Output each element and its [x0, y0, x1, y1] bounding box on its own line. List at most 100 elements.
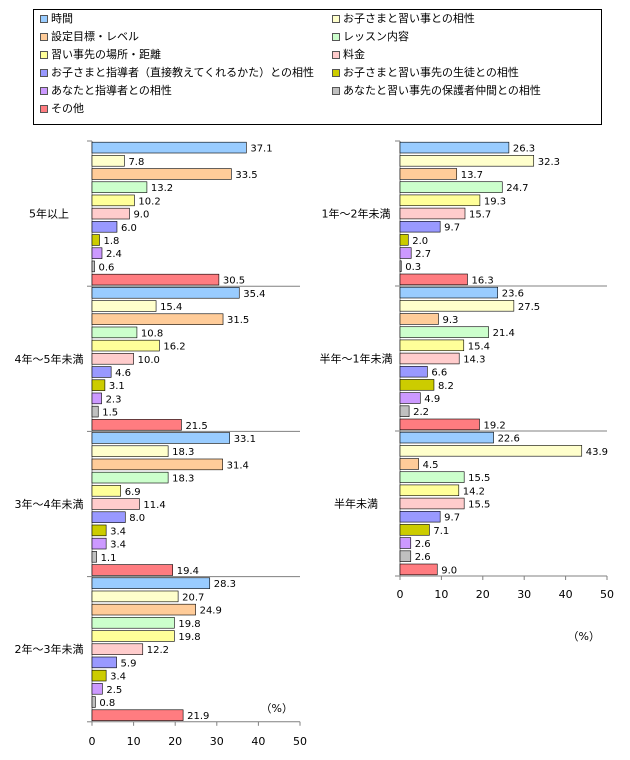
bar — [91, 577, 211, 589]
bar — [399, 497, 465, 510]
bar-value-label: 9.7 — [444, 513, 460, 524]
bar-value-label: 1.1 — [101, 553, 117, 564]
bar-value-label: 3.4 — [110, 540, 126, 551]
legend-label: あなたと習い事先の保護者仲間との相性 — [343, 84, 541, 97]
chart-panel-2: 0 10 20 30 40 50（%）1年～2年未満26.332.313.724.719.… — [320, 140, 614, 643]
bar — [91, 287, 240, 299]
x-tick-label: 30 — [517, 588, 531, 601]
legend-item: お子さまと習い事との相性 — [332, 13, 475, 25]
bar — [91, 419, 182, 431]
legend-label: 料金 — [343, 48, 365, 61]
bar-value-label: 19.8 — [178, 632, 200, 643]
bar-value-label: 9.7 — [444, 223, 460, 234]
bar — [91, 339, 160, 352]
bar-value-label: 26.3 — [513, 144, 535, 155]
bar-value-label: 19.4 — [177, 566, 199, 577]
bar-value-label: 21.4 — [493, 328, 515, 339]
legend-item: 時間 — [40, 13, 73, 25]
bar — [399, 273, 468, 286]
bar — [399, 445, 583, 457]
bar-value-label: 23.6 — [502, 289, 524, 300]
x-tick-label: 40 — [559, 588, 573, 601]
bar-value-label: 13.7 — [461, 170, 483, 181]
bar — [91, 696, 96, 708]
x-tick-label: 30 — [210, 735, 224, 748]
x-tick-label: 0 — [397, 588, 404, 601]
bar — [91, 537, 107, 550]
legend-swatch — [332, 15, 340, 23]
bar-value-label: 31.4 — [227, 460, 249, 471]
bar-value-label: 8.2 — [438, 381, 454, 392]
bar-value-label: 24.7 — [506, 183, 528, 194]
x-tick-label: 50 — [293, 735, 307, 748]
bar — [91, 234, 100, 246]
bar-value-label: 2.3 — [106, 394, 122, 405]
bar — [399, 510, 441, 523]
bar-value-label: 15.5 — [468, 473, 490, 484]
x-tick-label: 20 — [168, 735, 182, 748]
bar — [399, 260, 402, 272]
bar — [399, 168, 458, 180]
unit-label: （%） — [261, 702, 293, 715]
bar — [399, 431, 494, 444]
bar-value-label: 3.4 — [110, 672, 126, 683]
bar-value-label: 9.3 — [443, 315, 459, 326]
bar — [91, 669, 107, 682]
x-tick-label: 20 — [476, 588, 490, 601]
bar — [91, 392, 102, 405]
bar-value-label: 7.8 — [128, 157, 144, 168]
bar — [399, 537, 412, 549]
bar — [399, 207, 466, 220]
bar — [91, 524, 107, 537]
bar — [91, 564, 174, 576]
bar — [399, 141, 510, 154]
bar-value-label: 1.8 — [103, 236, 119, 247]
bar — [91, 630, 175, 642]
bar-value-label: 28.3 — [214, 579, 236, 590]
bar — [91, 603, 196, 616]
legend-label: レッスン内容 — [343, 30, 409, 43]
bar — [91, 379, 106, 391]
bar-value-label: 19.2 — [483, 420, 505, 431]
bar-value-label: 2.0 — [412, 236, 428, 247]
bar — [91, 247, 103, 259]
bar-value-label: 11.4 — [143, 500, 165, 511]
bar — [91, 181, 148, 193]
legend-item: あなたと指導者との相性 — [40, 85, 172, 97]
legend-swatch — [332, 33, 340, 41]
bar-value-label: 0.8 — [99, 698, 115, 709]
bar-value-label: 14.3 — [463, 355, 485, 366]
bar — [399, 155, 535, 167]
bar-value-label: 24.9 — [200, 606, 222, 617]
bar-value-label: 2.6 — [415, 552, 431, 563]
bar — [399, 286, 499, 299]
chart-panel-1: 0 10 20 30 40 50 （%） 5年以上 37.1 7.8 33.5 13.2 10.2 9.0… — [15, 140, 307, 748]
bar — [91, 498, 140, 510]
bar-value-label: 16.2 — [163, 342, 185, 353]
bar-value-label: 19.8 — [178, 619, 200, 630]
bar-value-label: 18.3 — [172, 474, 194, 485]
bar-value-label: 32.3 — [538, 157, 560, 168]
bar — [91, 551, 97, 563]
bar-value-label: 10.2 — [138, 196, 160, 207]
bar — [91, 155, 125, 167]
bar — [399, 352, 460, 365]
bar-value-label: 1.5 — [102, 408, 118, 419]
bar — [91, 313, 224, 325]
bar — [91, 511, 126, 523]
legend-swatch — [332, 69, 340, 77]
bar — [399, 194, 481, 207]
bar — [399, 326, 489, 338]
bar — [91, 168, 232, 180]
bar — [91, 458, 223, 471]
bar-value-label: 20.7 — [182, 592, 204, 603]
legend-item: お子さまと習い事先の生徒との相性 — [332, 67, 519, 79]
bar — [91, 643, 144, 655]
bar-value-label: 9.0 — [441, 565, 457, 576]
bar-value-label: 27.5 — [518, 302, 540, 313]
bar-value-label: 5.9 — [121, 658, 137, 669]
bar — [91, 141, 247, 154]
legend-item: レッスン内容 — [332, 31, 409, 43]
bar — [91, 353, 134, 365]
bar — [399, 313, 439, 325]
